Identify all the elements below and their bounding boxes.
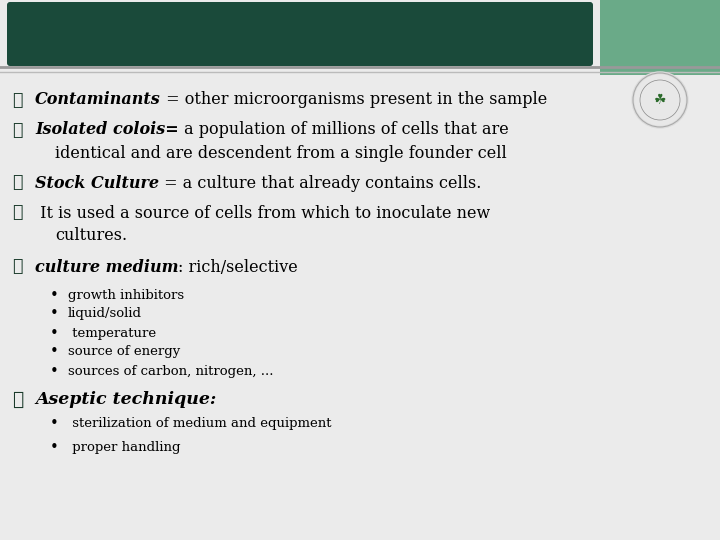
Text: •: •: [50, 326, 59, 341]
Text: Contaminants: Contaminants: [35, 91, 161, 109]
Bar: [600, 0, 720, 75]
Text: identical and are descendent from a single founder cell: identical and are descendent from a sing…: [55, 145, 507, 161]
Text: ❖: ❖: [12, 259, 22, 275]
Text: a population of millions of cells that are: a population of millions of cells that a…: [179, 122, 508, 138]
Text: •: •: [50, 440, 59, 455]
Text: Aseptic technique:: Aseptic technique:: [35, 392, 216, 408]
Text: = other microorganisms present in the sample: = other microorganisms present in the sa…: [161, 91, 547, 109]
Text: •: •: [50, 307, 59, 321]
Text: It is used a source of cells from which to inoculate new: It is used a source of cells from which …: [35, 205, 490, 221]
Text: growth inhibitors: growth inhibitors: [68, 288, 184, 301]
Text: source of energy: source of energy: [68, 346, 180, 359]
Text: ❖: ❖: [12, 122, 22, 138]
Text: ❖: ❖: [12, 205, 22, 221]
Text: culture medium: culture medium: [35, 259, 179, 275]
Text: •: •: [50, 345, 59, 360]
Text: Isolated colois=: Isolated colois=: [35, 122, 179, 138]
Text: ☘: ☘: [654, 93, 666, 107]
Text: = a culture that already contains cells.: = a culture that already contains cells.: [159, 174, 482, 192]
Text: temperature: temperature: [68, 327, 156, 340]
Text: ❖: ❖: [12, 391, 23, 409]
Text: Stock Culture: Stock Culture: [35, 174, 159, 192]
Text: proper handling: proper handling: [68, 441, 181, 454]
Text: ❖: ❖: [12, 174, 22, 192]
Text: •: •: [50, 416, 59, 431]
Text: cultures.: cultures.: [55, 227, 127, 245]
Text: sterilization of medium and equipment: sterilization of medium and equipment: [68, 417, 331, 430]
Text: : rich/selective: : rich/selective: [179, 259, 298, 275]
Text: liquid/solid: liquid/solid: [68, 307, 142, 321]
Text: •: •: [50, 287, 59, 302]
Text: sources of carbon, nitrogen, ...: sources of carbon, nitrogen, ...: [68, 364, 274, 377]
Text: •: •: [50, 363, 59, 379]
Circle shape: [632, 72, 688, 128]
Circle shape: [635, 75, 685, 125]
FancyBboxPatch shape: [7, 2, 593, 66]
Text: ❖: ❖: [12, 91, 22, 109]
